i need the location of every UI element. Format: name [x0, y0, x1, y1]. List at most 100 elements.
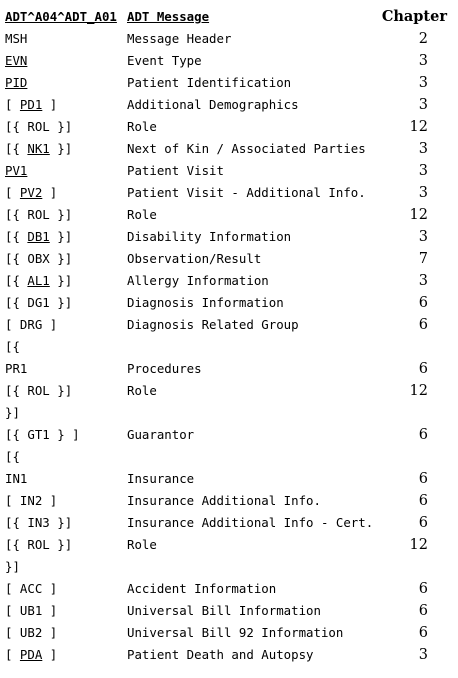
segment-description: Message Header	[127, 31, 232, 46]
segment-prefix: [{	[5, 273, 28, 288]
segment-suffix: ]	[42, 317, 58, 332]
chapter-number: 3	[418, 141, 428, 157]
segment-cell: [{ DG1 }]	[5, 292, 72, 314]
segment-description: Accident Information	[127, 581, 277, 596]
table-row: [{	[5, 446, 453, 468]
chapter-number: 12	[409, 119, 428, 135]
chapter-header: Chapter	[381, 8, 447, 25]
segment-code: DRG	[19, 317, 43, 332]
segment-suffix: }]	[49, 207, 73, 222]
segment-link[interactable]: PDA	[19, 647, 43, 662]
chapter-number: 3	[418, 229, 428, 245]
segment-suffix: } ]	[49, 427, 80, 442]
segment-prefix: [	[5, 97, 20, 112]
segment-code: ROL	[27, 383, 50, 398]
segment-code: DG1	[27, 295, 50, 310]
segment-cell: [{	[5, 336, 20, 358]
chapter-number: 12	[409, 383, 428, 399]
segment-link[interactable]: PID	[5, 75, 28, 90]
table-row: [{ GT1 } ] Guarantor 6	[5, 424, 453, 446]
segment-description: Patient Identification	[127, 75, 292, 90]
chapter-number: 12	[409, 537, 428, 553]
chapter-number: 6	[418, 581, 428, 597]
segment-prefix: [{	[5, 537, 28, 552]
segment-suffix: }]	[49, 119, 73, 134]
table-row: [{ ROL }] Role 12	[5, 534, 453, 556]
chapter-number: 6	[418, 295, 428, 311]
chapter-number: 6	[418, 361, 428, 377]
segment-link[interactable]: NK1	[27, 141, 50, 156]
segment-link[interactable]: AL1	[27, 273, 50, 288]
table-row: [{	[5, 336, 453, 358]
segment-code: UB2	[19, 625, 43, 640]
segment-cell: [ PDA ]	[5, 644, 57, 666]
segment-link[interactable]: PV2	[19, 185, 43, 200]
segment-cell: }]	[5, 402, 20, 424]
chapter-number: 7	[418, 251, 428, 267]
segment-link[interactable]: PD1	[19, 97, 43, 112]
segment-prefix: [{	[5, 119, 28, 134]
segment-code: PR1	[5, 361, 28, 376]
segment-prefix: [{	[5, 449, 20, 464]
segment-code: ROL	[27, 207, 50, 222]
chapter-number: 3	[418, 53, 428, 69]
segment-cell: MSH	[5, 28, 27, 50]
chapter-number: 6	[418, 427, 428, 443]
segment-cell: EVN	[5, 50, 27, 72]
table-row: PV1 Patient Visit 3	[5, 160, 453, 182]
table-row: }]	[5, 402, 453, 424]
segment-prefix: [{	[5, 339, 20, 354]
segment-description: Additional Demographics	[127, 97, 299, 112]
chapter-number: 6	[418, 515, 428, 531]
segment-code: IN3	[27, 515, 50, 530]
segment-cell: [ UB2 ]	[5, 622, 57, 644]
segment-description: Insurance Additional Info.	[127, 493, 321, 508]
segment-description: Patient Visit - Additional Info.	[127, 185, 366, 200]
segment-prefix: [{	[5, 383, 28, 398]
segment-description: Insurance	[127, 471, 195, 486]
segment-code: ROL	[27, 119, 50, 134]
segment-cell: [ PD1 ]	[5, 94, 57, 116]
chapter-number: 3	[418, 647, 428, 663]
chapter-number: 6	[418, 471, 428, 487]
segment-cell: [ UB1 ]	[5, 600, 57, 622]
table-row: [{ DB1 }] Disability Information 3	[5, 226, 453, 248]
chapter-number: 3	[418, 97, 428, 113]
segment-code: IN2	[19, 493, 43, 508]
segment-cell: }]	[5, 556, 20, 578]
table-row: [{ AL1 }] Allergy Information 3	[5, 270, 453, 292]
segment-link[interactable]: EVN	[5, 53, 28, 68]
segment-description: Role	[127, 207, 157, 222]
chapter-number: 12	[409, 207, 428, 223]
segment-suffix: }]	[49, 295, 73, 310]
segment-code: ROL	[27, 537, 50, 552]
segment-link[interactable]: PV1	[5, 163, 28, 178]
table-row: [{ OBX }] Observation/Result 7	[5, 248, 453, 270]
segment-link[interactable]: DB1	[27, 229, 50, 244]
segment-prefix: [{	[5, 427, 28, 442]
chapter-number: 6	[418, 493, 428, 509]
segment-description: Patient Visit	[127, 163, 224, 178]
segment-cell: [{ ROL }]	[5, 204, 72, 226]
chapter-number: 3	[418, 273, 428, 289]
segment-prefix: }]	[5, 559, 20, 574]
segment-suffix: ]	[42, 625, 58, 640]
table-row: [ PD1 ] Additional Demographics 3	[5, 94, 453, 116]
segment-cell: [{ IN3 }]	[5, 512, 72, 534]
table-row: [ PDA ] Patient Death and Autopsy 3	[5, 644, 453, 666]
segment-description: Diagnosis Information	[127, 295, 284, 310]
segment-cell: [{ ROL }]	[5, 534, 72, 556]
segment-cell: [{ GT1 } ]	[5, 424, 80, 446]
segment-prefix: [	[5, 185, 20, 200]
segment-cell: [{ DB1 }]	[5, 226, 72, 248]
chapter-number: 6	[418, 317, 428, 333]
segment-suffix: }]	[49, 251, 73, 266]
table-row: IN1 Insurance 6	[5, 468, 453, 490]
table-row: [{ ROL }] Role 12	[5, 116, 453, 138]
segment-description: Patient Death and Autopsy	[127, 647, 314, 662]
segment-suffix: }]	[49, 229, 73, 244]
segment-suffix: }]	[49, 537, 73, 552]
segment-cell: PV1	[5, 160, 27, 182]
segment-suffix: }]	[49, 515, 73, 530]
segment-description: Insurance Additional Info - Cert.	[127, 515, 374, 530]
